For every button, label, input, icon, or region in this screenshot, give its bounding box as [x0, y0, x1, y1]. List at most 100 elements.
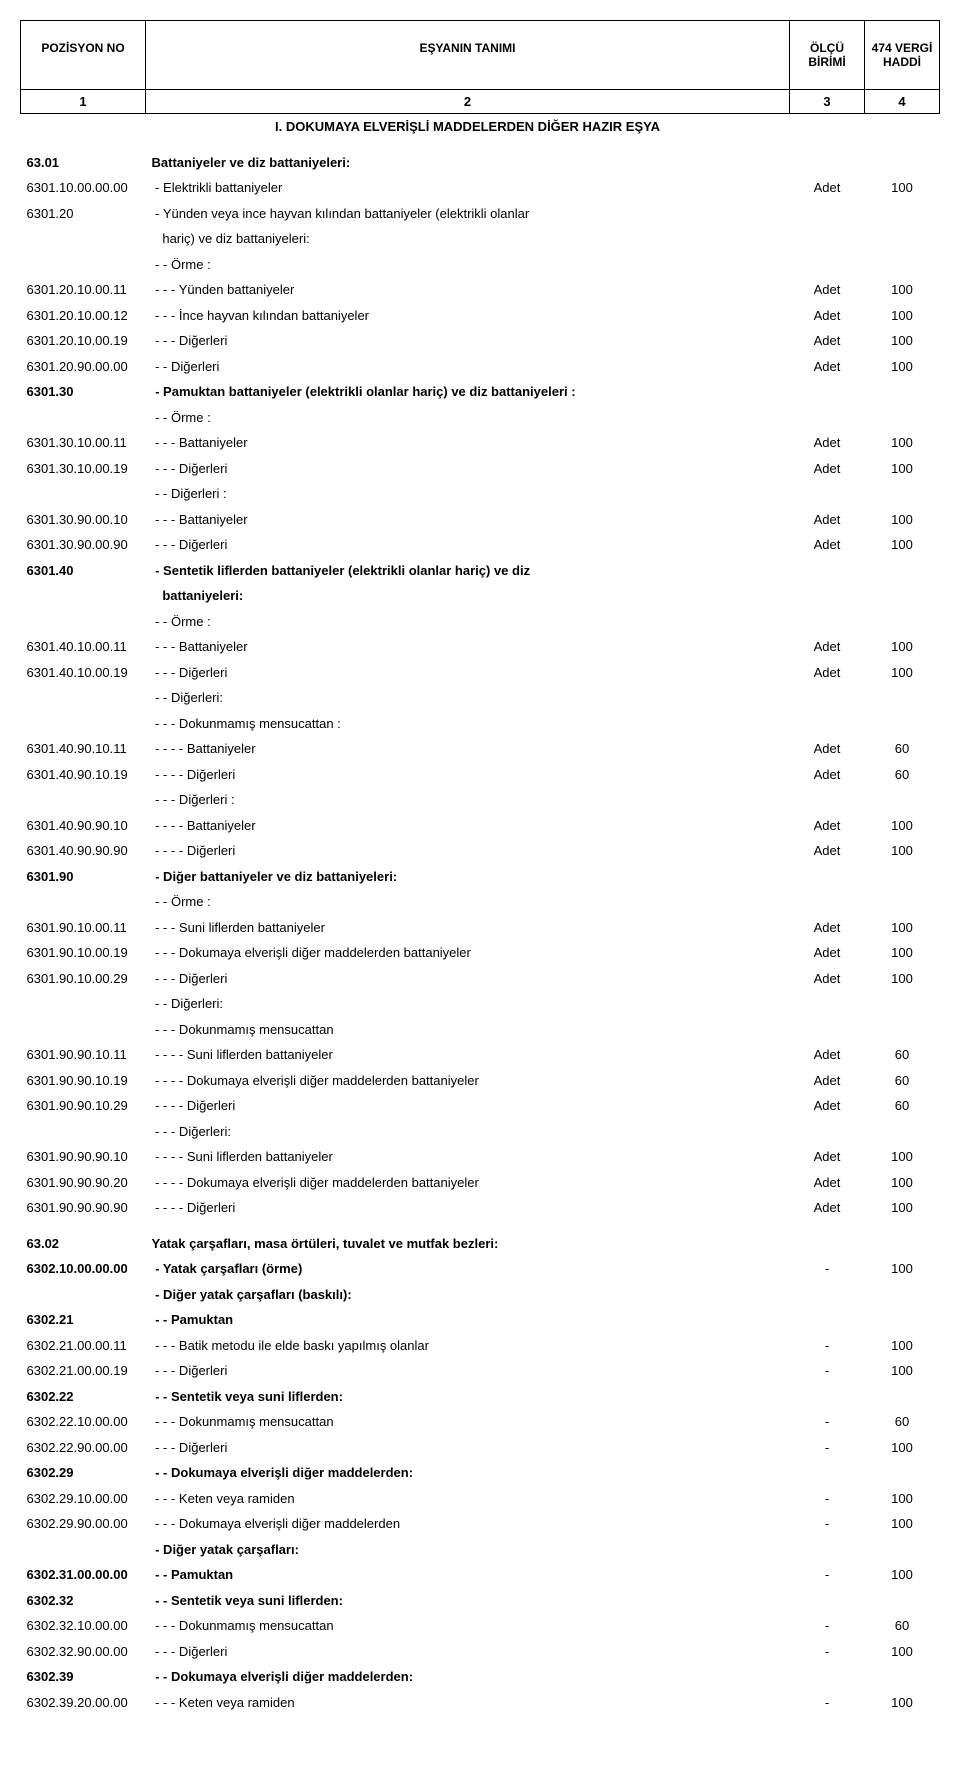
cell-pos	[21, 609, 146, 635]
table-row: 6302.21.00.00.11 - - - Batik metodu ile …	[21, 1333, 940, 1359]
cell-tax: 100	[865, 838, 940, 864]
cell-desc: - - - - Battaniyeler	[146, 813, 790, 839]
cell-desc: - - - - Diğerleri	[146, 838, 790, 864]
cell-pos: 6301.20.10.00.12	[21, 303, 146, 329]
cell-desc: - - - - Suni liflerden battaniyeler	[146, 1144, 790, 1170]
cell-unit: Adet	[790, 328, 865, 354]
cell-unit: Adet	[790, 277, 865, 303]
table-row: - - Diğerleri:	[21, 685, 940, 711]
table-row: 6301.90.90.10.29 - - - - DiğerleriAdet60	[21, 1093, 940, 1119]
cell-pos: 6302.39.20.00.00	[21, 1690, 146, 1716]
cell-desc: - - - Diğerleri	[146, 660, 790, 686]
cell-desc: - - - Diğerleri	[146, 1639, 790, 1665]
cell-unit: Adet	[790, 507, 865, 533]
cell-unit: Adet	[790, 1144, 865, 1170]
cell-unit: Adet	[790, 940, 865, 966]
cell-unit: -	[790, 1256, 865, 1282]
cell-tax	[865, 201, 940, 227]
cell-pos: 6301.20	[21, 201, 146, 227]
cell-desc: - - - Dokunmamış mensucattan	[146, 1613, 790, 1639]
cell-unit: -	[790, 1358, 865, 1384]
cell-pos	[21, 1119, 146, 1145]
table-row: 6301.90 - Diğer battaniyeler ve diz batt…	[21, 864, 940, 890]
cell-desc: - - Diğerleri	[146, 354, 790, 380]
cell-tax	[865, 405, 940, 431]
cell-desc: - - - Diğerleri:	[146, 1119, 790, 1145]
cell-tax: 100	[865, 507, 940, 533]
cell-pos: 6301.90.90.90.20	[21, 1170, 146, 1196]
cell-pos: 6302.21	[21, 1307, 146, 1333]
cell-pos	[21, 991, 146, 1017]
table-row: 6302.39.20.00.00 - - - Keten veya ramide…	[21, 1690, 940, 1716]
table-row: 6301.90.90.90.20 - - - - Dokumaya elveri…	[21, 1170, 940, 1196]
cell-desc: - Diğer yatak çarşafları:	[146, 1537, 790, 1563]
cell-desc: - - - - Dokumaya elverişli diğer maddele…	[146, 1170, 790, 1196]
cell-unit: Adet	[790, 1170, 865, 1196]
cell-desc: - - - Diğerleri	[146, 1435, 790, 1461]
cell-pos	[21, 787, 146, 813]
cell-pos	[21, 226, 146, 252]
cell-unit: Adet	[790, 175, 865, 201]
cell-tax	[865, 889, 940, 915]
cell-tax	[865, 1664, 940, 1690]
table-row: hariç) ve diz battaniyeleri:	[21, 226, 940, 252]
cell-tax: 100	[865, 634, 940, 660]
cell-pos	[21, 711, 146, 737]
cell-desc: - - - Diğerleri	[146, 966, 790, 992]
table-row: - - Örme :	[21, 405, 940, 431]
cell-tax: 100	[865, 328, 940, 354]
table-row: 6302.10.00.00.00 - Yatak çarşafları (örm…	[21, 1256, 940, 1282]
cell-desc: - - - Dokumaya elverişli diğer maddelerd…	[146, 1511, 790, 1537]
cell-desc: - - - - Diğerleri	[146, 1093, 790, 1119]
cell-unit: -	[790, 1486, 865, 1512]
cell-tax: 100	[865, 1690, 940, 1716]
cell-tax	[865, 1588, 940, 1614]
table-row: 6301.20 - Yünden veya ince hayvan kılınd…	[21, 201, 940, 227]
cell-tax	[865, 711, 940, 737]
cell-pos: 6301.20.10.00.19	[21, 328, 146, 354]
cell-unit: Adet	[790, 762, 865, 788]
section-title-row: I. DOKUMAYA ELVERİŞLİ MADDELERDEN DİĞER …	[21, 114, 940, 140]
cell-desc: - - - Battaniyeler	[146, 507, 790, 533]
cell-pos	[21, 889, 146, 915]
table-row: 6301.90.10.00.11 - - - Suni liflerden ba…	[21, 915, 940, 941]
cell-tax	[865, 1384, 940, 1410]
cell-desc: - - - Diğerleri	[146, 456, 790, 482]
cell-tax: 100	[865, 940, 940, 966]
cell-desc: - - Örme :	[146, 609, 790, 635]
cell-unit: -	[790, 1639, 865, 1665]
col-num-2: 2	[146, 90, 790, 114]
cell-unit	[790, 1537, 865, 1563]
cell-unit: Adet	[790, 838, 865, 864]
table-row: - - - Dokunmamış mensucattan :	[21, 711, 940, 737]
cell-pos: 6302.22.10.00.00	[21, 1409, 146, 1435]
table-row: - - Örme :	[21, 609, 940, 635]
cell-tax: 60	[865, 736, 940, 762]
cell-tax: 100	[865, 966, 940, 992]
cell-desc: - - Sentetik veya suni liflerden:	[146, 1588, 790, 1614]
cell-desc: - - Örme :	[146, 405, 790, 431]
cell-unit: Adet	[790, 813, 865, 839]
cell-tax: 60	[865, 1613, 940, 1639]
cell-pos: 63.01	[21, 150, 146, 176]
cell-tax: 100	[865, 1170, 940, 1196]
cell-pos: 6301.30.90.00.10	[21, 507, 146, 533]
cell-tax: 100	[865, 1333, 940, 1359]
cell-desc: - - - Keten veya ramiden	[146, 1690, 790, 1716]
cell-pos	[21, 1017, 146, 1043]
cell-pos: 6301.40.10.00.19	[21, 660, 146, 686]
cell-pos: 6301.20.90.00.00	[21, 354, 146, 380]
cell-desc: - - - Batik metodu ile elde baskı yapılm…	[146, 1333, 790, 1359]
cell-tax: 100	[865, 1195, 940, 1221]
cell-tax: 100	[865, 1486, 940, 1512]
cell-unit: Adet	[790, 354, 865, 380]
cell-desc: - Yatak çarşafları (örme)	[146, 1256, 790, 1282]
cell-pos: 6301.90.90.10.11	[21, 1042, 146, 1068]
cell-tax	[865, 991, 940, 1017]
cell-tax: 100	[865, 430, 940, 456]
cell-tax	[865, 685, 940, 711]
table-row: - - Örme :	[21, 889, 940, 915]
table-row: 6301.90.90.90.90 - - - - DiğerleriAdet10…	[21, 1195, 940, 1221]
table-row: 6302.21.00.00.19 - - - Diğerleri-100	[21, 1358, 940, 1384]
cell-tax: 100	[865, 1511, 940, 1537]
